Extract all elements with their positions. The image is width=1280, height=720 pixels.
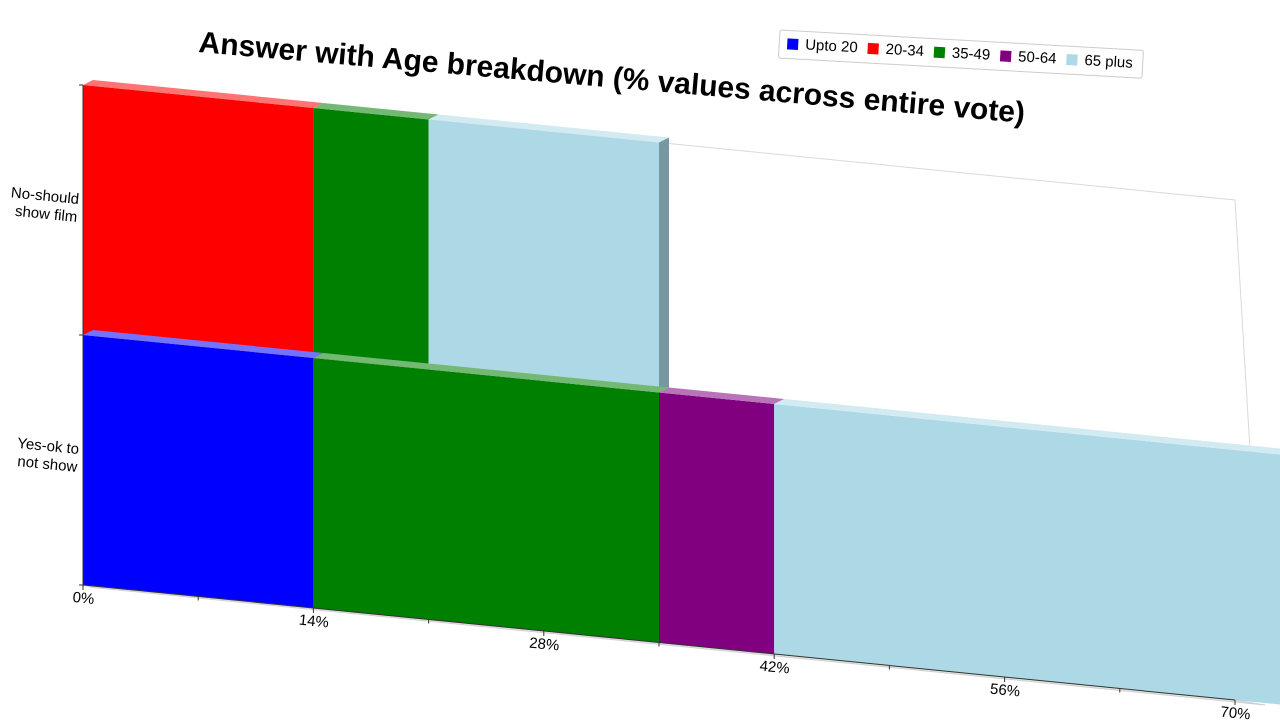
legend-label: 50-64 [1018,48,1057,67]
legend-label: Upto 20 [805,36,858,56]
x-tick-label: 56% [989,681,1021,701]
bar-1-0 [83,335,314,608]
legend-label: 35-49 [951,45,990,64]
bar-top-0-2 [313,103,439,120]
bar-1-3 [659,392,775,654]
legend-swatch [999,50,1012,62]
bar-1-4 [774,404,1280,705]
bar-0-1 [83,85,314,358]
legend-label: 20-34 [885,41,924,60]
legend-box [778,29,1144,79]
bar-top-1-2 [313,353,669,393]
bar-top-1-4 [774,399,1280,455]
bars-group [83,80,1280,705]
legend-swatch [786,38,799,51]
legend-swatch [933,46,946,59]
category-label: Yes-ok tonot show [15,435,80,476]
bar-0-2 [313,108,429,370]
bar-top-0-4 [428,114,669,143]
legend-label: 65 plus [1084,52,1133,72]
bar-top-0-1 [83,80,324,108]
legend-swatch [867,42,879,55]
x-tick-label: 42% [759,658,791,678]
legend-swatch [1066,54,1078,66]
bar-side-0-4 [659,137,669,393]
bar-1-2 [313,358,659,643]
x-tick-label: 70% [1220,704,1252,720]
legend: Upto 20 20-34 35-49 50-64 65 plus [778,29,1144,79]
axes-group: 0% 14% 28% 42% 56% 70% No-shouldshow film Yes-o… [8,84,1252,720]
x-tick-label: 0% [72,589,95,608]
x-tick-label: 28% [528,635,560,655]
bar-top-1-0 [83,330,324,358]
x-tick-label: 14% [298,612,330,632]
bar-0-4 [428,119,659,393]
bar-top-1-3 [659,387,785,404]
category-label: No-shouldshow film [8,184,80,226]
